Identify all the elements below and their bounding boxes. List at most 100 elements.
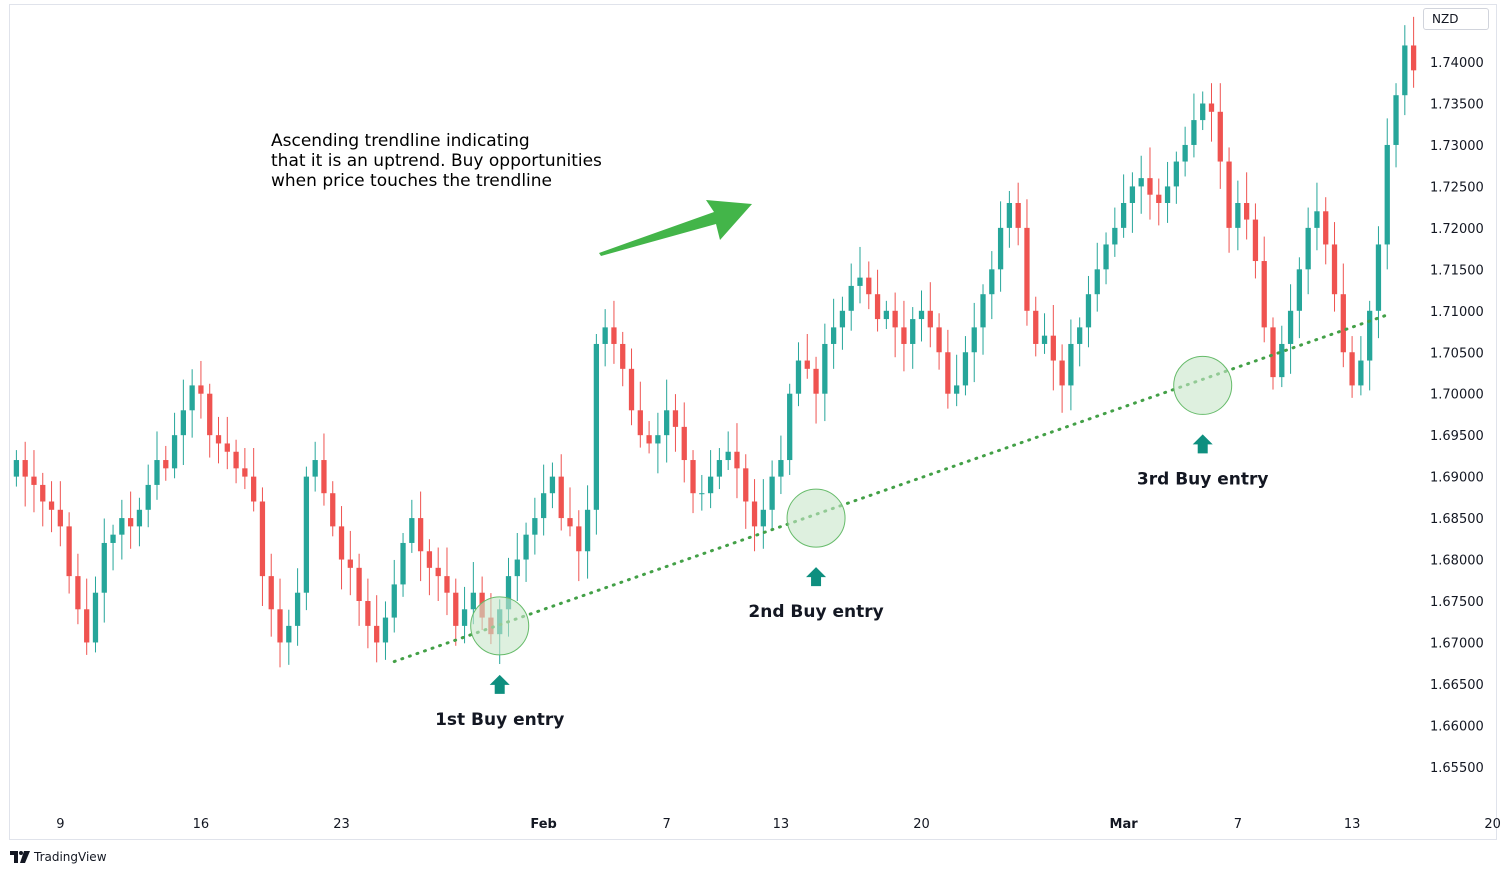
- candle-body: [347, 559, 353, 568]
- candle-body: [910, 319, 916, 344]
- candle-body: [1287, 310, 1294, 344]
- candle-body: [743, 468, 749, 502]
- candle-body: [892, 310, 898, 328]
- price-axis[interactable]: 1.65500 1.66000 1.66500 1.67000 1.67500 1.680…: [1430, 56, 1484, 776]
- candle-body: [1261, 261, 1267, 328]
- candle-body: [1200, 103, 1206, 121]
- annotation-line-3: when price touches the trendline: [271, 171, 552, 191]
- candle-body: [22, 460, 28, 477]
- candle-body: [119, 518, 125, 535]
- uptrend-arrow-icon: [599, 200, 752, 256]
- candle-body: [31, 476, 37, 485]
- entry-labels: 1st Buy entry 2nd Buy entry 3rd Buy entry: [435, 469, 1268, 729]
- candle-body: [883, 310, 889, 320]
- y-tick-label: 1.69500: [1430, 429, 1484, 444]
- candle-body: [1147, 178, 1153, 195]
- candle-body: [769, 476, 775, 510]
- x-tick-label: 23: [333, 817, 350, 832]
- candle-body: [1085, 294, 1092, 328]
- candle-body: [303, 476, 310, 593]
- candle-body: [664, 410, 670, 436]
- annotation-text: Ascending trendline indicating that it i…: [271, 131, 607, 191]
- candle-body: [1323, 211, 1329, 245]
- candle-body: [1138, 178, 1144, 187]
- tradingview-watermark[interactable]: TradingView: [10, 850, 107, 864]
- candle-body: [549, 476, 556, 494]
- tradingview-logo-icon: [10, 851, 30, 863]
- candle-body: [1059, 360, 1065, 386]
- y-tick-label: 1.66000: [1430, 719, 1484, 734]
- candle-body: [417, 518, 424, 552]
- candle-body: [312, 460, 318, 477]
- candle-body: [198, 385, 204, 394]
- candle-body: [839, 310, 846, 328]
- candle-body: [646, 435, 652, 444]
- candle-body: [1270, 327, 1276, 378]
- candle-body: [1103, 244, 1109, 270]
- candle-body: [1279, 343, 1285, 378]
- candle-body: [611, 327, 617, 344]
- candle-body: [57, 509, 63, 527]
- candle-body: [1120, 203, 1127, 228]
- candle-body: [391, 584, 397, 618]
- candle-body: [1024, 227, 1030, 311]
- time-axis[interactable]: 9 16 23 Feb 7 13 20 Mar 7 13 20: [56, 817, 1501, 832]
- candle-body: [760, 509, 766, 527]
- annotation-line-1: Ascending trendline indicating: [271, 131, 530, 151]
- candle-body: [189, 385, 195, 411]
- y-tick-label: 1.67500: [1430, 595, 1484, 610]
- candle-body: [751, 501, 758, 527]
- candle-body: [1349, 352, 1355, 386]
- candle-body: [1410, 45, 1417, 71]
- candle-body: [514, 559, 520, 577]
- candle-body: [1015, 203, 1021, 228]
- candle-body: [734, 451, 740, 469]
- candle-body: [628, 368, 635, 411]
- candle-body: [1156, 194, 1162, 203]
- candle-body: [1235, 203, 1241, 228]
- candle-body: [242, 468, 248, 477]
- y-tick-label: 1.73500: [1430, 98, 1484, 113]
- candle-body: [365, 601, 371, 626]
- y-tick-label: 1.74000: [1430, 56, 1484, 71]
- candle-body: [1314, 211, 1320, 228]
- candle-body: [75, 576, 81, 610]
- candle-body: [857, 277, 863, 286]
- currency-badge[interactable]: NZD: [1423, 8, 1489, 30]
- candle-body: [681, 426, 687, 461]
- candle-body: [567, 518, 573, 527]
- candle-body: [936, 327, 942, 353]
- candle-body: [1252, 219, 1259, 262]
- x-tick-label: 20: [1484, 817, 1501, 832]
- candle-body: [1191, 120, 1197, 145]
- candle-body: [409, 518, 415, 543]
- candle-body: [1244, 203, 1250, 220]
- candle-body: [1077, 327, 1083, 344]
- candle-body: [470, 592, 476, 610]
- candle-body: [787, 393, 793, 461]
- candle-body: [444, 576, 450, 593]
- y-tick-label: 1.72500: [1430, 180, 1484, 195]
- candle-body: [997, 227, 1004, 270]
- candle-body: [374, 625, 380, 643]
- candle-body: [927, 310, 933, 328]
- candle-body: [40, 484, 46, 502]
- candle-body: [268, 576, 274, 610]
- candle-body: [154, 460, 160, 485]
- candle-body: [338, 526, 345, 560]
- x-tick-label: 20: [913, 817, 930, 832]
- candle-body: [321, 460, 327, 494]
- candle-body: [980, 294, 986, 328]
- candle-body: [66, 526, 72, 577]
- candle-body: [145, 484, 151, 510]
- x-tick-label: 7: [663, 817, 671, 832]
- candle-body: [1208, 103, 1215, 112]
- candle-body: [136, 509, 143, 527]
- candle-body: [13, 460, 20, 477]
- annotation-line-2: that it is an uptrend. Buy opportunities: [271, 151, 602, 171]
- candle-body: [1182, 144, 1188, 162]
- entry-circle-2: [786, 488, 846, 548]
- y-tick-label: 1.68000: [1430, 554, 1484, 569]
- candle-body: [813, 368, 819, 394]
